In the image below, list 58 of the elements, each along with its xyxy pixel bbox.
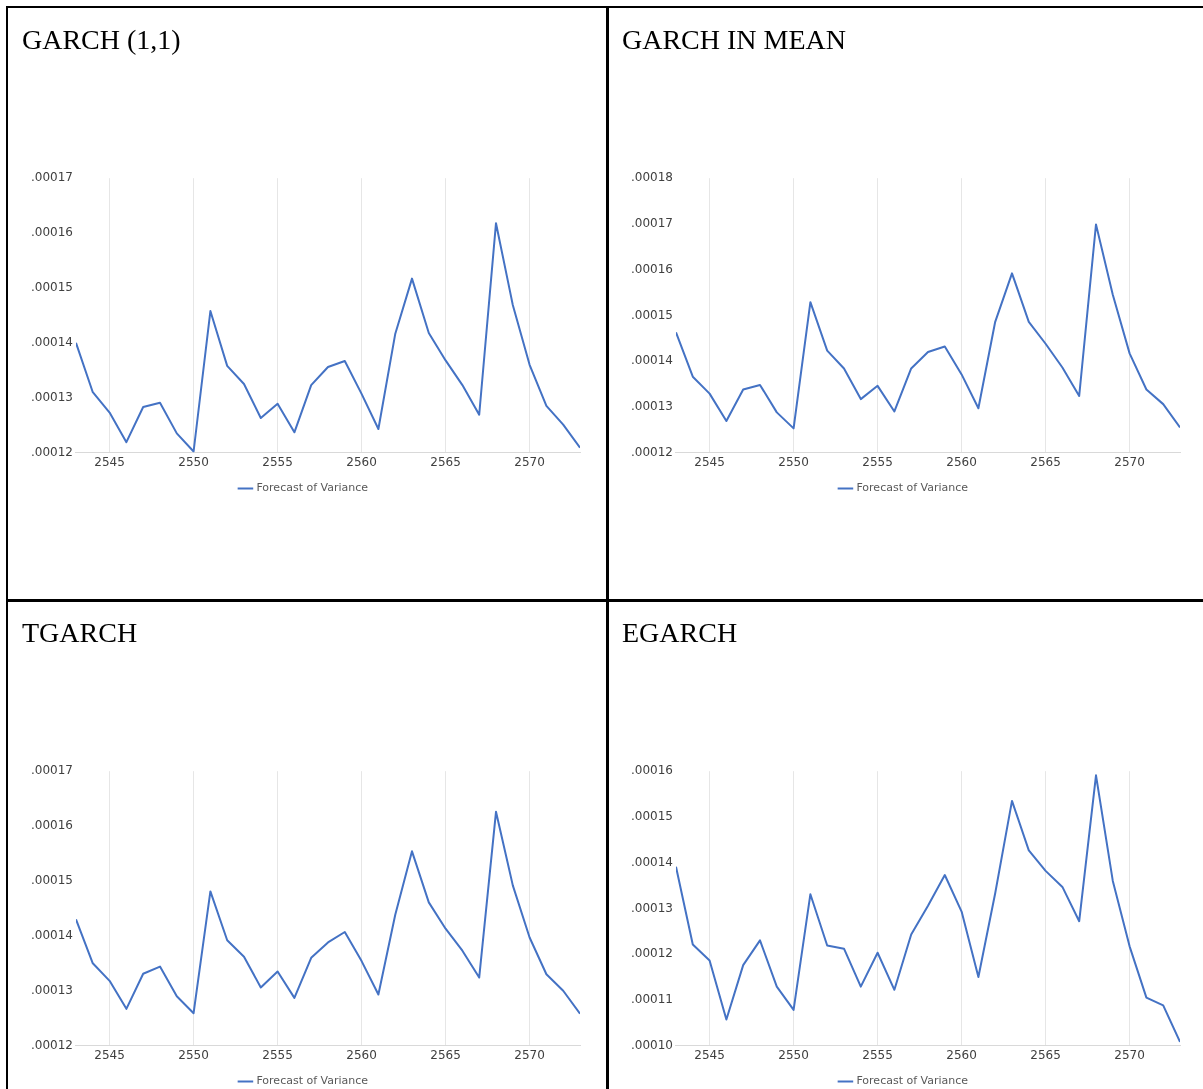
x-tick-label: 2565 <box>1030 454 1061 469</box>
y-tick-label: .00013 <box>630 900 673 915</box>
x-tick-label: 2550 <box>178 1047 209 1062</box>
y-tick-label: .00013 <box>630 398 673 413</box>
legend-label: Forecast of Variance <box>856 481 969 495</box>
y-tick-label: .00015 <box>630 809 673 824</box>
x-tick-label: 2570 <box>514 1047 545 1062</box>
x-tick-label: 2570 <box>514 454 545 469</box>
x-tick-label: 2545 <box>694 454 725 469</box>
y-tick-label: .00010 <box>630 1037 673 1052</box>
y-tick-label: .00017 <box>30 763 73 778</box>
y-tick-label: .00016 <box>630 261 673 276</box>
y-tick-label: .00015 <box>630 307 673 322</box>
x-tick-label: 2545 <box>94 454 125 469</box>
y-tick-label: .00014 <box>630 854 673 869</box>
x-tick-label: 2560 <box>346 1047 377 1062</box>
x-tick-label: 2555 <box>262 1047 293 1062</box>
y-tick-label: .00014 <box>30 927 73 942</box>
x-tick-label: 2550 <box>778 454 809 469</box>
legend-label: Forecast of Variance <box>856 1074 969 1088</box>
x-tick-label: 2560 <box>946 1047 977 1062</box>
x-tick-label: 2565 <box>430 454 461 469</box>
x-tick-label: 2555 <box>262 454 293 469</box>
y-tick-label: .00011 <box>630 991 673 1006</box>
y-tick-label: .00014 <box>30 334 73 349</box>
y-tick-label: .00012 <box>30 444 73 459</box>
x-tick-label: 2545 <box>694 1047 725 1062</box>
x-tick-label: 2565 <box>1030 1047 1061 1062</box>
legend-label: Forecast of Variance <box>256 481 369 495</box>
y-tick-label: .00015 <box>30 873 73 888</box>
y-tick-label: .00013 <box>30 389 73 404</box>
y-tick-label: .00012 <box>630 444 673 459</box>
y-tick-label: .00016 <box>630 763 673 778</box>
y-tick-label: .00018 <box>630 170 673 185</box>
x-tick-label: 2560 <box>346 454 377 469</box>
y-tick-label: .00017 <box>630 216 673 231</box>
y-tick-label: .00012 <box>30 1037 73 1052</box>
x-tick-label: 2555 <box>862 454 893 469</box>
x-tick-label: 2550 <box>178 454 209 469</box>
x-tick-label: 2570 <box>1114 454 1145 469</box>
y-tick-label: .00016 <box>30 818 73 833</box>
chart-title: TGARCH <box>22 617 138 649</box>
chart-title: EGARCH <box>622 617 738 649</box>
x-tick-label: 2545 <box>94 1047 125 1062</box>
legend-label: Forecast of Variance <box>256 1074 369 1088</box>
y-tick-label: .00017 <box>30 170 73 185</box>
y-tick-label: .00013 <box>30 982 73 997</box>
y-tick-label: .00016 <box>30 225 73 240</box>
x-tick-label: 2565 <box>430 1047 461 1062</box>
x-tick-label: 2550 <box>778 1047 809 1062</box>
chart-title: GARCH (1,1) <box>22 24 181 56</box>
x-tick-label: 2555 <box>862 1047 893 1062</box>
x-tick-label: 2570 <box>1114 1047 1145 1062</box>
y-tick-label: .00015 <box>30 280 73 295</box>
y-tick-label: .00012 <box>630 946 673 961</box>
x-tick-label: 2560 <box>946 454 977 469</box>
chart-title: GARCH IN MEAN <box>622 24 846 56</box>
y-tick-label: .00014 <box>630 353 673 368</box>
